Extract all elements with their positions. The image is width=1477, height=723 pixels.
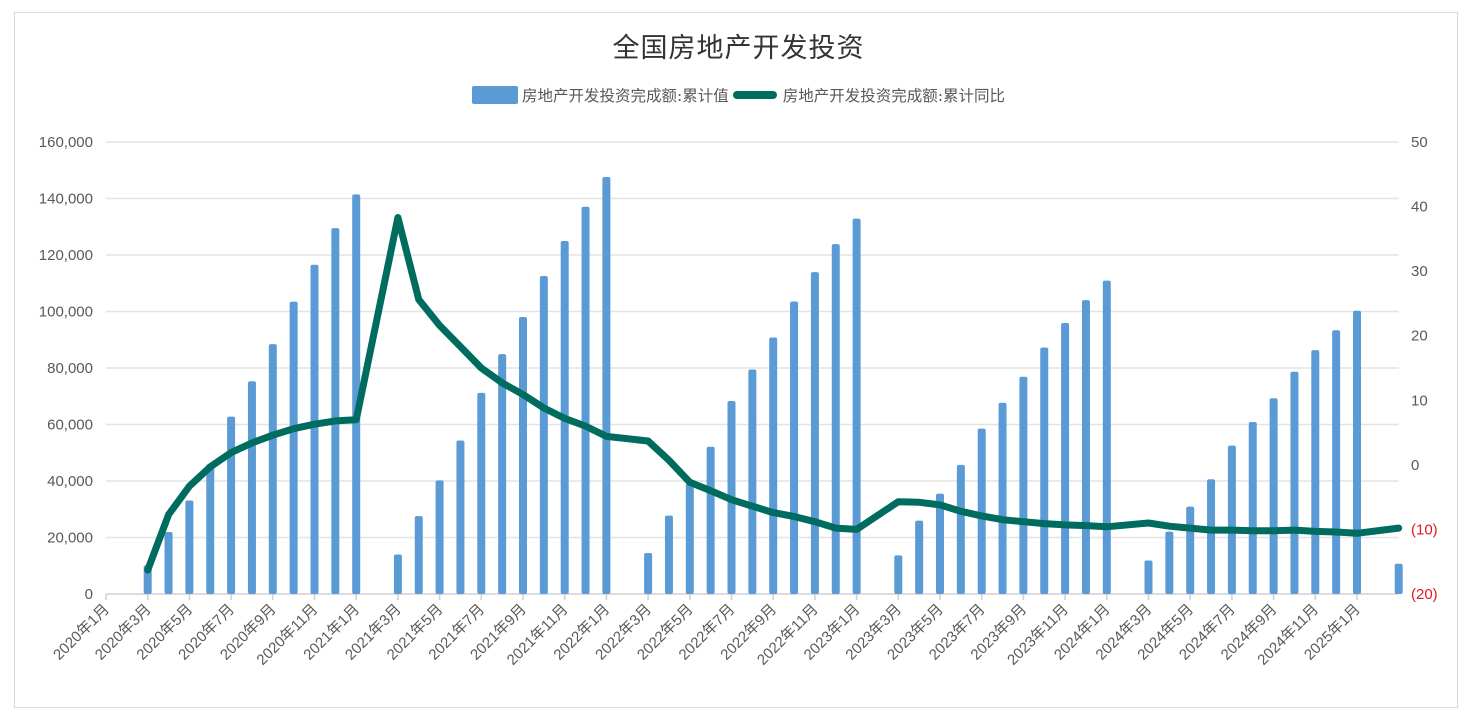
right-axis-tick-label: 50 [1411, 134, 1428, 151]
bar [936, 493, 944, 594]
bar [477, 392, 486, 594]
bar [998, 402, 1007, 594]
bar [289, 301, 298, 594]
left-axis-tick-label: 120,000 [39, 247, 93, 264]
left-y-axis: 0 20,000 40,000 60,000 80,000 100,000 120,000 1… [39, 134, 93, 603]
x-axis: 2020年1月2020年3月2020年5月2020年7月2020年9月2020年… [50, 594, 1364, 669]
right-axis-tick-label: 10 [1411, 392, 1428, 409]
bar [1394, 563, 1403, 594]
bar [602, 177, 611, 594]
right-axis-tick-label: 0 [1411, 457, 1419, 474]
legend-item-line[interactable]: 房地产开发投资完成额:累计同比 [732, 84, 1005, 106]
bar [456, 440, 465, 594]
bar [519, 316, 527, 594]
bar [894, 555, 903, 594]
left-axis-tick-label: 80,000 [47, 360, 93, 377]
bar [164, 531, 173, 594]
bar [185, 500, 194, 594]
left-axis-tick-label: 40,000 [47, 473, 93, 490]
right-axis-tick-label: 40 [1411, 199, 1428, 216]
left-axis-tick-label: 140,000 [39, 191, 93, 208]
bar [810, 272, 819, 594]
legend-label-line: 房地产开发投资完成额:累计同比 [782, 87, 1005, 105]
bar [1290, 371, 1299, 594]
left-axis-tick-label: 160,000 [39, 134, 93, 151]
bar [1102, 280, 1111, 594]
bar [1186, 506, 1195, 594]
bar [581, 206, 590, 594]
bar [748, 369, 757, 594]
left-axis-tick-label: 20,000 [47, 530, 93, 547]
bar [852, 218, 861, 594]
bar [664, 515, 673, 594]
bar [1207, 479, 1216, 594]
left-axis-tick-label: 0 [85, 586, 93, 603]
bar [247, 381, 256, 594]
bar [227, 416, 236, 594]
bar [1269, 398, 1278, 594]
bar [1311, 350, 1320, 594]
bar [1040, 347, 1049, 594]
bar [1248, 422, 1257, 594]
bar [393, 554, 402, 594]
bar [1165, 531, 1174, 594]
bar [644, 553, 653, 594]
right-axis-tick-label: 30 [1411, 263, 1428, 280]
bar [352, 194, 361, 594]
bar [310, 264, 319, 594]
bar-series [143, 177, 1403, 594]
yoy-line [144, 214, 1403, 574]
bar [831, 244, 840, 594]
left-axis-tick-label: 60,000 [47, 417, 93, 434]
legend-label-bar: 房地产开发投资完成额:累计值 [522, 87, 729, 105]
bar [769, 337, 778, 594]
bar [915, 520, 924, 594]
right-axis-tick-label: 20 [1411, 328, 1428, 345]
bar [206, 464, 215, 594]
left-axis-tick-label: 100,000 [39, 304, 93, 321]
bar [539, 275, 548, 594]
bar [498, 354, 507, 594]
line-series [144, 214, 1403, 574]
bar [977, 428, 986, 594]
right-axis-tick-label: (10) [1411, 521, 1438, 538]
bar [685, 483, 694, 594]
bar [1227, 445, 1236, 594]
right-y-axis: (20) (10) 0 10 20 30 40 50 [1411, 134, 1438, 603]
bar [1144, 560, 1153, 594]
bar-swatch-icon [472, 86, 519, 104]
right-axis-tick-label: (20) [1411, 586, 1438, 603]
bar [1353, 310, 1361, 594]
bar [414, 516, 423, 594]
bar [790, 301, 799, 594]
bar [331, 228, 340, 594]
bar [1081, 300, 1090, 594]
line-swatch-icon [732, 91, 777, 99]
chart-title: 全国房地产开发投资 [612, 33, 865, 64]
bar [435, 480, 444, 594]
bar [1061, 323, 1070, 594]
bar [1332, 330, 1341, 594]
bar [706, 446, 715, 594]
bar [268, 344, 277, 594]
legend-item-bar[interactable]: 房地产开发投资完成额:累计值 [472, 84, 729, 106]
bar [956, 464, 965, 594]
chart-legend: 房地产开发投资完成额:累计值 房地产开发投资完成额:累计同比 [0, 84, 1477, 106]
bar [1019, 376, 1028, 594]
